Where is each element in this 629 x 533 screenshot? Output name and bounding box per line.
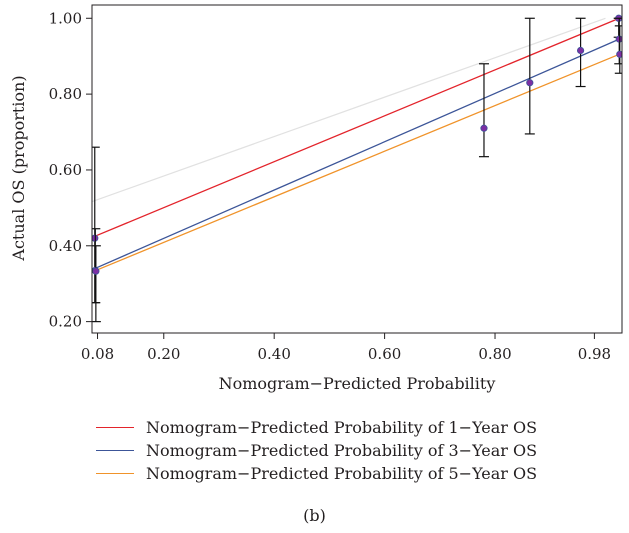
y-tick-label-2: 0.40 xyxy=(49,237,82,255)
data-point-4 xyxy=(480,124,488,132)
legend-swatch-1-year xyxy=(96,427,134,428)
plot-frame xyxy=(91,4,623,334)
legend-item-5-year: Nomogram−Predicted Probability of 5−Year… xyxy=(96,462,537,485)
legend: Nomogram−Predicted Probability of 1−Year… xyxy=(96,416,537,485)
data-point-9 xyxy=(616,50,622,58)
x-axis-title: Nomogram−Predicted Probability xyxy=(219,374,496,393)
calibration-chart: 0.08 0.20 0.40 0.60 0.80 0.98 0.20 0.40 0.60 0.80… xyxy=(9,4,623,393)
legend-label-1-year: Nomogram−Predicted Probability of 1−Year… xyxy=(146,418,538,437)
x-tick-label-6: 0.98 xyxy=(578,345,611,363)
data-point-6 xyxy=(576,46,585,55)
legend-item-3-year: Nomogram−Predicted Probability of 3−Year… xyxy=(96,439,537,462)
legend-label-3-year: Nomogram−Predicted Probability of 3−Year… xyxy=(146,441,538,460)
x-tick-label-4: 0.60 xyxy=(368,345,401,363)
y-tick-label-3: 0.60 xyxy=(49,161,82,179)
reference-line xyxy=(92,17,606,203)
data-point-5 xyxy=(526,79,534,87)
x-tick-label-5: 0.80 xyxy=(478,345,511,363)
panel-label: (b) xyxy=(303,506,326,525)
x-tick-label-2: 0.20 xyxy=(147,345,180,363)
y-axis-title: Actual OS (proportion) xyxy=(9,75,28,261)
series-line-3 xyxy=(95,53,620,272)
y-tick-label-4: 0.80 xyxy=(49,85,82,103)
y-tick-label-1: 0.20 xyxy=(49,313,82,331)
x-tick-label-1: 0.08 xyxy=(81,345,114,363)
legend-swatch-5-year xyxy=(96,473,134,474)
data-point-3 xyxy=(92,267,100,275)
legend-swatch-3-year xyxy=(96,450,134,451)
x-tick-label-3: 0.40 xyxy=(257,345,290,363)
y-tick-label-5: 1.00 xyxy=(49,9,82,27)
series-line-1 xyxy=(94,17,620,237)
legend-label-5-year: Nomogram−Predicted Probability of 5−Year… xyxy=(146,464,538,483)
series-line-2 xyxy=(94,38,620,270)
legend-item-1-year: Nomogram−Predicted Probability of 1−Year… xyxy=(96,416,537,439)
